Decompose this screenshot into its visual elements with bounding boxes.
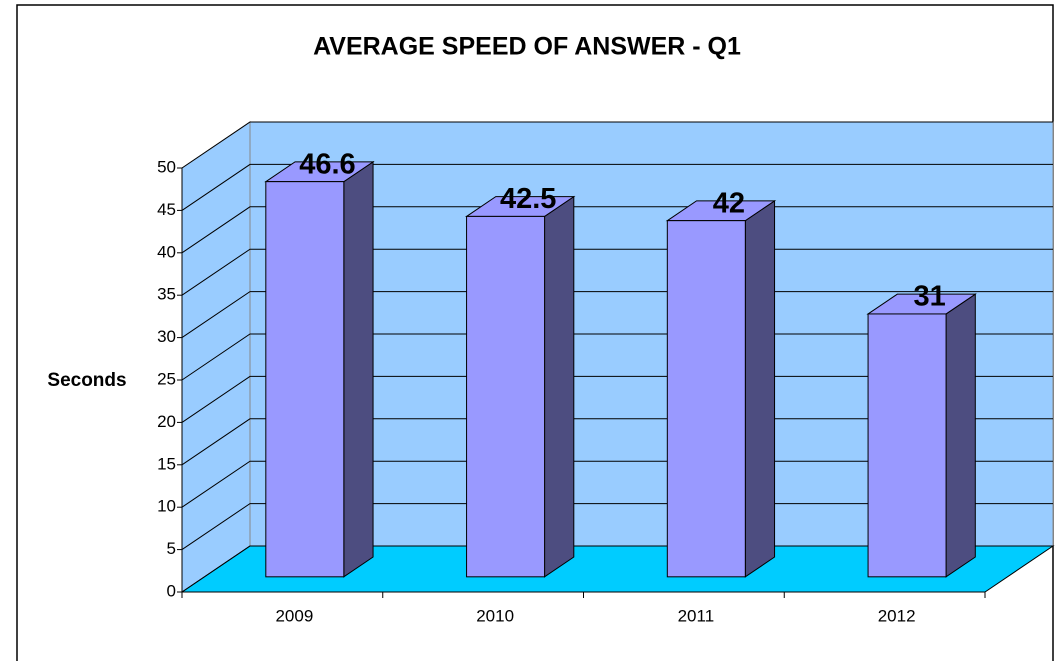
bar-side [945,293,976,578]
y-tick-label: 5 [167,539,176,558]
y-tick-label: 45 [157,200,176,219]
bar-side [343,160,374,578]
x-tick-label: 2010 [476,606,514,625]
grid-line [181,333,1053,381]
bar-side [744,199,776,578]
y-tick-label: 25 [157,369,176,388]
y-tick-label: 50 [157,157,176,176]
y-axis-label: Seconds [47,370,126,391]
y-tick-label: 40 [157,242,176,261]
data-label: 42.5 [500,183,556,215]
x-tick-label: 2012 [878,606,916,625]
grid-line [181,163,1053,211]
y-tick-label: 10 [157,497,176,516]
grid-line [181,248,1053,296]
grid-line [181,460,1053,508]
y-tick-label: 15 [157,454,176,473]
y-tick-label: 30 [157,327,176,346]
x-tick-label: 2009 [275,606,313,625]
grid-line [181,375,1053,423]
data-label: 46.6 [299,148,355,180]
bar [466,215,546,578]
y-tick-label: 20 [157,412,176,431]
bar-side [544,195,575,578]
grid-line [181,503,1053,551]
y-tick-label: 35 [157,285,176,304]
grid-line [181,291,1053,339]
y-tick-label: 0 [167,581,176,600]
data-label: 31 [914,281,946,313]
grid-line [181,121,1053,169]
data-label: 42 [713,187,745,219]
x-tick-label: 2011 [678,606,715,625]
grid-line [181,545,1053,593]
bar [666,220,746,578]
chart-title: AVERAGE SPEED OF ANSWER - Q1 [313,33,741,61]
bar [867,313,947,578]
bar [265,181,345,578]
grid-line [181,418,1053,466]
grid-line [181,206,1053,254]
